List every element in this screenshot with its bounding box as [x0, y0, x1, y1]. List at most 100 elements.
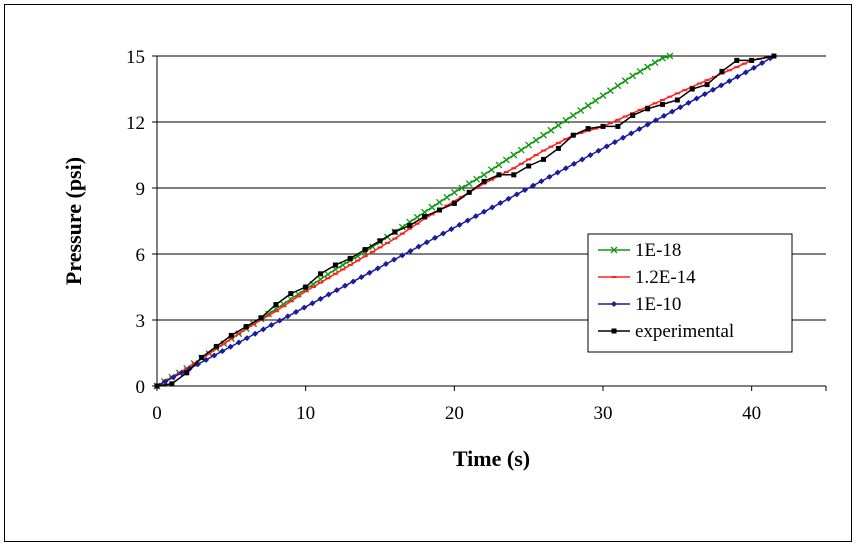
data-point-3-36 [689, 86, 695, 92]
data-point-2-9 [227, 343, 234, 350]
data-point-2-66 [693, 95, 700, 102]
legend-label-0: 1E-18 [635, 240, 681, 261]
data-point-3-35 [674, 97, 680, 103]
data-point-2-25 [358, 274, 365, 281]
data-point-2-56 [611, 139, 618, 146]
data-point-0-43 [473, 175, 481, 183]
data-point-2-72 [742, 69, 749, 76]
series-1e-10 [154, 55, 775, 389]
data-point-0-65 [636, 67, 644, 75]
data-point-2-46 [530, 182, 537, 189]
legend-marker-2 [611, 301, 617, 307]
data-point-2-69 [718, 82, 725, 89]
data-point-3-2 [184, 370, 190, 376]
data-point-0-55 [562, 116, 570, 124]
data-point-2-47 [538, 178, 545, 185]
x-tick-label-1: 10 [296, 403, 315, 424]
data-point-2-70 [726, 78, 733, 85]
legend-item-0: 1E-18 [598, 240, 681, 261]
data-point-0-50 [525, 141, 533, 149]
axes [152, 55, 827, 391]
data-point-3-40 [749, 57, 755, 63]
data-point-3-39 [734, 57, 740, 63]
legend-box [587, 233, 793, 353]
data-point-0-62 [614, 82, 622, 90]
x-tick-label-2: 20 [445, 403, 464, 424]
y-tick-label-4: 12 [126, 113, 145, 134]
legend-marker-3 [611, 328, 617, 334]
series-experimental [154, 53, 777, 389]
data-point-3-12 [332, 262, 338, 268]
data-point-0-56 [569, 111, 577, 119]
data-point-2-8 [219, 348, 226, 355]
data-point-2-22 [333, 287, 340, 294]
data-point-0-59 [592, 97, 600, 105]
data-point-0-64 [629, 72, 637, 80]
tick-labels: 0 10 20 30 40 0 3 6 9 12 15 [126, 47, 761, 424]
data-point-3-8 [273, 302, 279, 308]
data-point-3-11 [318, 271, 324, 277]
data-point-2-48 [546, 173, 553, 180]
data-point-2-6 [203, 356, 210, 363]
data-point-2-39 [472, 213, 479, 220]
data-point-2-40 [481, 208, 488, 215]
data-point-3-34 [659, 101, 665, 107]
data-point-2-2 [170, 374, 177, 381]
data-point-2-7 [211, 352, 218, 359]
series-layer [153, 52, 777, 390]
data-point-0-53 [547, 126, 555, 134]
legend-item-2: 1E-10 [598, 294, 681, 315]
data-point-3-31 [615, 123, 621, 129]
data-point-2-30 [399, 252, 406, 259]
data-point-0-57 [577, 106, 585, 114]
data-point-2-1 [162, 378, 169, 385]
legend-label-3: experimental [635, 321, 734, 342]
series-markers-2 [154, 55, 774, 389]
data-point-2-32 [415, 243, 422, 250]
x-tick-label-4: 40 [742, 403, 761, 424]
data-point-3-13 [347, 255, 353, 261]
data-point-0-27 [354, 252, 362, 260]
data-point-2-65 [685, 99, 692, 106]
data-point-0-67 [651, 59, 659, 67]
series-markers-3 [154, 53, 777, 389]
data-point-2-51 [571, 160, 578, 167]
data-point-2-27 [374, 265, 381, 272]
data-point-0-41 [458, 184, 466, 192]
data-point-2-68 [710, 86, 717, 93]
data-point-3-28 [570, 132, 576, 138]
data-point-2-21 [325, 291, 332, 298]
data-point-3-30 [600, 123, 606, 129]
data-point-3-29 [585, 126, 591, 132]
data-point-0-48 [510, 151, 518, 159]
data-point-3-32 [630, 112, 636, 118]
data-point-2-37 [456, 221, 463, 228]
legend-item-3: experimental [598, 321, 734, 342]
data-point-2-11 [243, 335, 250, 342]
data-point-0-58 [584, 102, 592, 109]
data-point-3-19 [436, 207, 442, 213]
data-point-3-20 [451, 200, 457, 206]
x-tick-label-0: 0 [152, 403, 162, 424]
data-point-2-29 [391, 256, 398, 263]
data-point-3-37 [704, 82, 710, 88]
data-point-2-74 [759, 60, 766, 67]
data-point-2-28 [382, 261, 389, 268]
data-point-0-61 [606, 87, 614, 95]
data-point-2-4 [186, 365, 193, 372]
legend-label-1: 1.2E-14 [635, 267, 696, 288]
data-point-2-60 [644, 121, 651, 128]
data-point-0-68 [659, 54, 666, 62]
data-point-3-16 [392, 229, 398, 235]
data-point-2-42 [497, 200, 504, 207]
data-point-3-5 [228, 332, 234, 338]
x-tick-label-3: 30 [594, 403, 613, 424]
data-point-2-18 [301, 304, 308, 311]
data-point-2-44 [513, 191, 520, 198]
data-point-2-14 [268, 322, 275, 329]
data-point-2-57 [620, 134, 627, 141]
y-tick-label-3: 9 [136, 179, 146, 200]
data-point-3-10 [303, 284, 309, 290]
data-point-3-18 [422, 214, 428, 220]
